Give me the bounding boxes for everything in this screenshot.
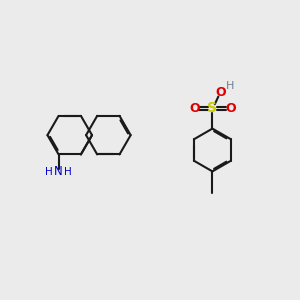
- Text: H: H: [226, 80, 234, 91]
- Text: S: S: [207, 101, 218, 116]
- Text: O: O: [215, 86, 226, 99]
- Text: H: H: [45, 167, 53, 177]
- Text: O: O: [189, 102, 200, 115]
- Text: H: H: [64, 167, 72, 177]
- Text: N: N: [54, 165, 63, 178]
- Text: O: O: [225, 102, 236, 115]
